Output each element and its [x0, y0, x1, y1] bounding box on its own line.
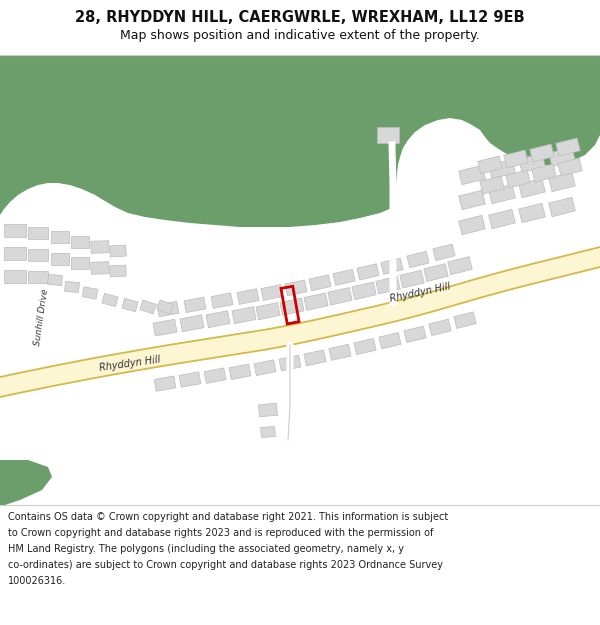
Polygon shape	[304, 350, 326, 366]
Polygon shape	[424, 264, 448, 281]
Polygon shape	[506, 170, 530, 188]
Polygon shape	[51, 253, 69, 265]
Polygon shape	[304, 293, 328, 311]
Polygon shape	[140, 300, 156, 314]
Polygon shape	[285, 280, 307, 296]
Polygon shape	[404, 326, 426, 342]
Polygon shape	[518, 203, 545, 222]
Polygon shape	[381, 258, 403, 274]
Polygon shape	[379, 332, 401, 349]
Bar	[0, 55, 600, 505]
Polygon shape	[122, 298, 138, 312]
Text: Map shows position and indicative extent of the property.: Map shows position and indicative extent…	[120, 29, 480, 41]
Polygon shape	[458, 190, 485, 210]
Polygon shape	[261, 284, 283, 301]
Polygon shape	[179, 372, 201, 388]
Polygon shape	[280, 298, 304, 315]
Polygon shape	[488, 209, 515, 229]
Polygon shape	[329, 344, 351, 360]
Polygon shape	[254, 360, 276, 376]
Polygon shape	[548, 198, 575, 217]
Polygon shape	[206, 311, 230, 328]
Polygon shape	[532, 164, 556, 182]
Polygon shape	[157, 301, 179, 317]
Text: co-ordinates) are subject to Crown copyright and database rights 2023 Ordnance S: co-ordinates) are subject to Crown copyr…	[8, 560, 443, 570]
Polygon shape	[488, 184, 515, 204]
Polygon shape	[259, 403, 277, 417]
Polygon shape	[448, 257, 472, 274]
Polygon shape	[211, 293, 233, 308]
Polygon shape	[518, 178, 545, 198]
Polygon shape	[4, 269, 26, 282]
Polygon shape	[4, 224, 26, 236]
Polygon shape	[256, 302, 280, 320]
Polygon shape	[51, 231, 69, 243]
Polygon shape	[548, 173, 575, 192]
Polygon shape	[102, 293, 118, 307]
Polygon shape	[65, 281, 79, 292]
Polygon shape	[28, 227, 48, 239]
Polygon shape	[328, 288, 352, 305]
Polygon shape	[407, 251, 429, 268]
Polygon shape	[110, 245, 126, 257]
Polygon shape	[556, 138, 580, 156]
Polygon shape	[180, 315, 204, 332]
Text: 28, RHYDDYN HILL, CAERGWRLE, WREXHAM, LL12 9EB: 28, RHYDDYN HILL, CAERGWRLE, WREXHAM, LL…	[75, 9, 525, 24]
Polygon shape	[0, 460, 52, 505]
Polygon shape	[232, 307, 256, 324]
Polygon shape	[237, 289, 259, 304]
Text: HM Land Registry. The polygons (including the associated geometry, namely x, y: HM Land Registry. The polygons (includin…	[8, 544, 404, 554]
Polygon shape	[4, 246, 26, 259]
Polygon shape	[558, 158, 582, 176]
Polygon shape	[82, 287, 98, 299]
Text: 100026316.: 100026316.	[8, 576, 66, 586]
Polygon shape	[400, 270, 424, 288]
Polygon shape	[458, 165, 485, 185]
Polygon shape	[260, 426, 275, 438]
Polygon shape	[377, 127, 399, 143]
Text: Rhyddyn Hill: Rhyddyn Hill	[99, 354, 161, 372]
Polygon shape	[47, 274, 62, 286]
Polygon shape	[333, 269, 355, 286]
Polygon shape	[458, 215, 485, 235]
Polygon shape	[229, 364, 251, 379]
Polygon shape	[153, 319, 177, 336]
Polygon shape	[110, 265, 126, 277]
Polygon shape	[352, 282, 376, 299]
Polygon shape	[157, 300, 173, 314]
Polygon shape	[71, 257, 89, 269]
Polygon shape	[28, 249, 48, 261]
Polygon shape	[309, 275, 331, 291]
Polygon shape	[433, 244, 455, 261]
Polygon shape	[204, 368, 226, 384]
Polygon shape	[376, 276, 400, 294]
Polygon shape	[357, 264, 379, 280]
Polygon shape	[0, 55, 600, 227]
Polygon shape	[518, 153, 545, 173]
Text: Contains OS data © Crown copyright and database right 2021. This information is : Contains OS data © Crown copyright and d…	[8, 512, 448, 522]
Polygon shape	[184, 297, 206, 312]
Polygon shape	[429, 319, 451, 336]
Polygon shape	[488, 159, 515, 179]
Polygon shape	[480, 176, 504, 194]
Text: to Crown copyright and database rights 2023 and is reproduced with the permissio: to Crown copyright and database rights 2…	[8, 528, 433, 538]
Polygon shape	[354, 339, 376, 354]
Polygon shape	[548, 148, 575, 167]
Polygon shape	[91, 262, 109, 274]
Polygon shape	[28, 271, 48, 283]
Polygon shape	[478, 156, 502, 174]
Polygon shape	[454, 312, 476, 328]
Polygon shape	[279, 355, 301, 371]
Polygon shape	[91, 241, 109, 253]
Polygon shape	[0, 247, 600, 397]
Polygon shape	[504, 150, 528, 168]
Text: Rhyddyn Hill: Rhyddyn Hill	[389, 281, 451, 304]
Polygon shape	[154, 376, 176, 391]
Polygon shape	[530, 144, 554, 162]
Polygon shape	[71, 236, 89, 248]
Text: Sunhill Drive: Sunhill Drive	[34, 288, 50, 346]
